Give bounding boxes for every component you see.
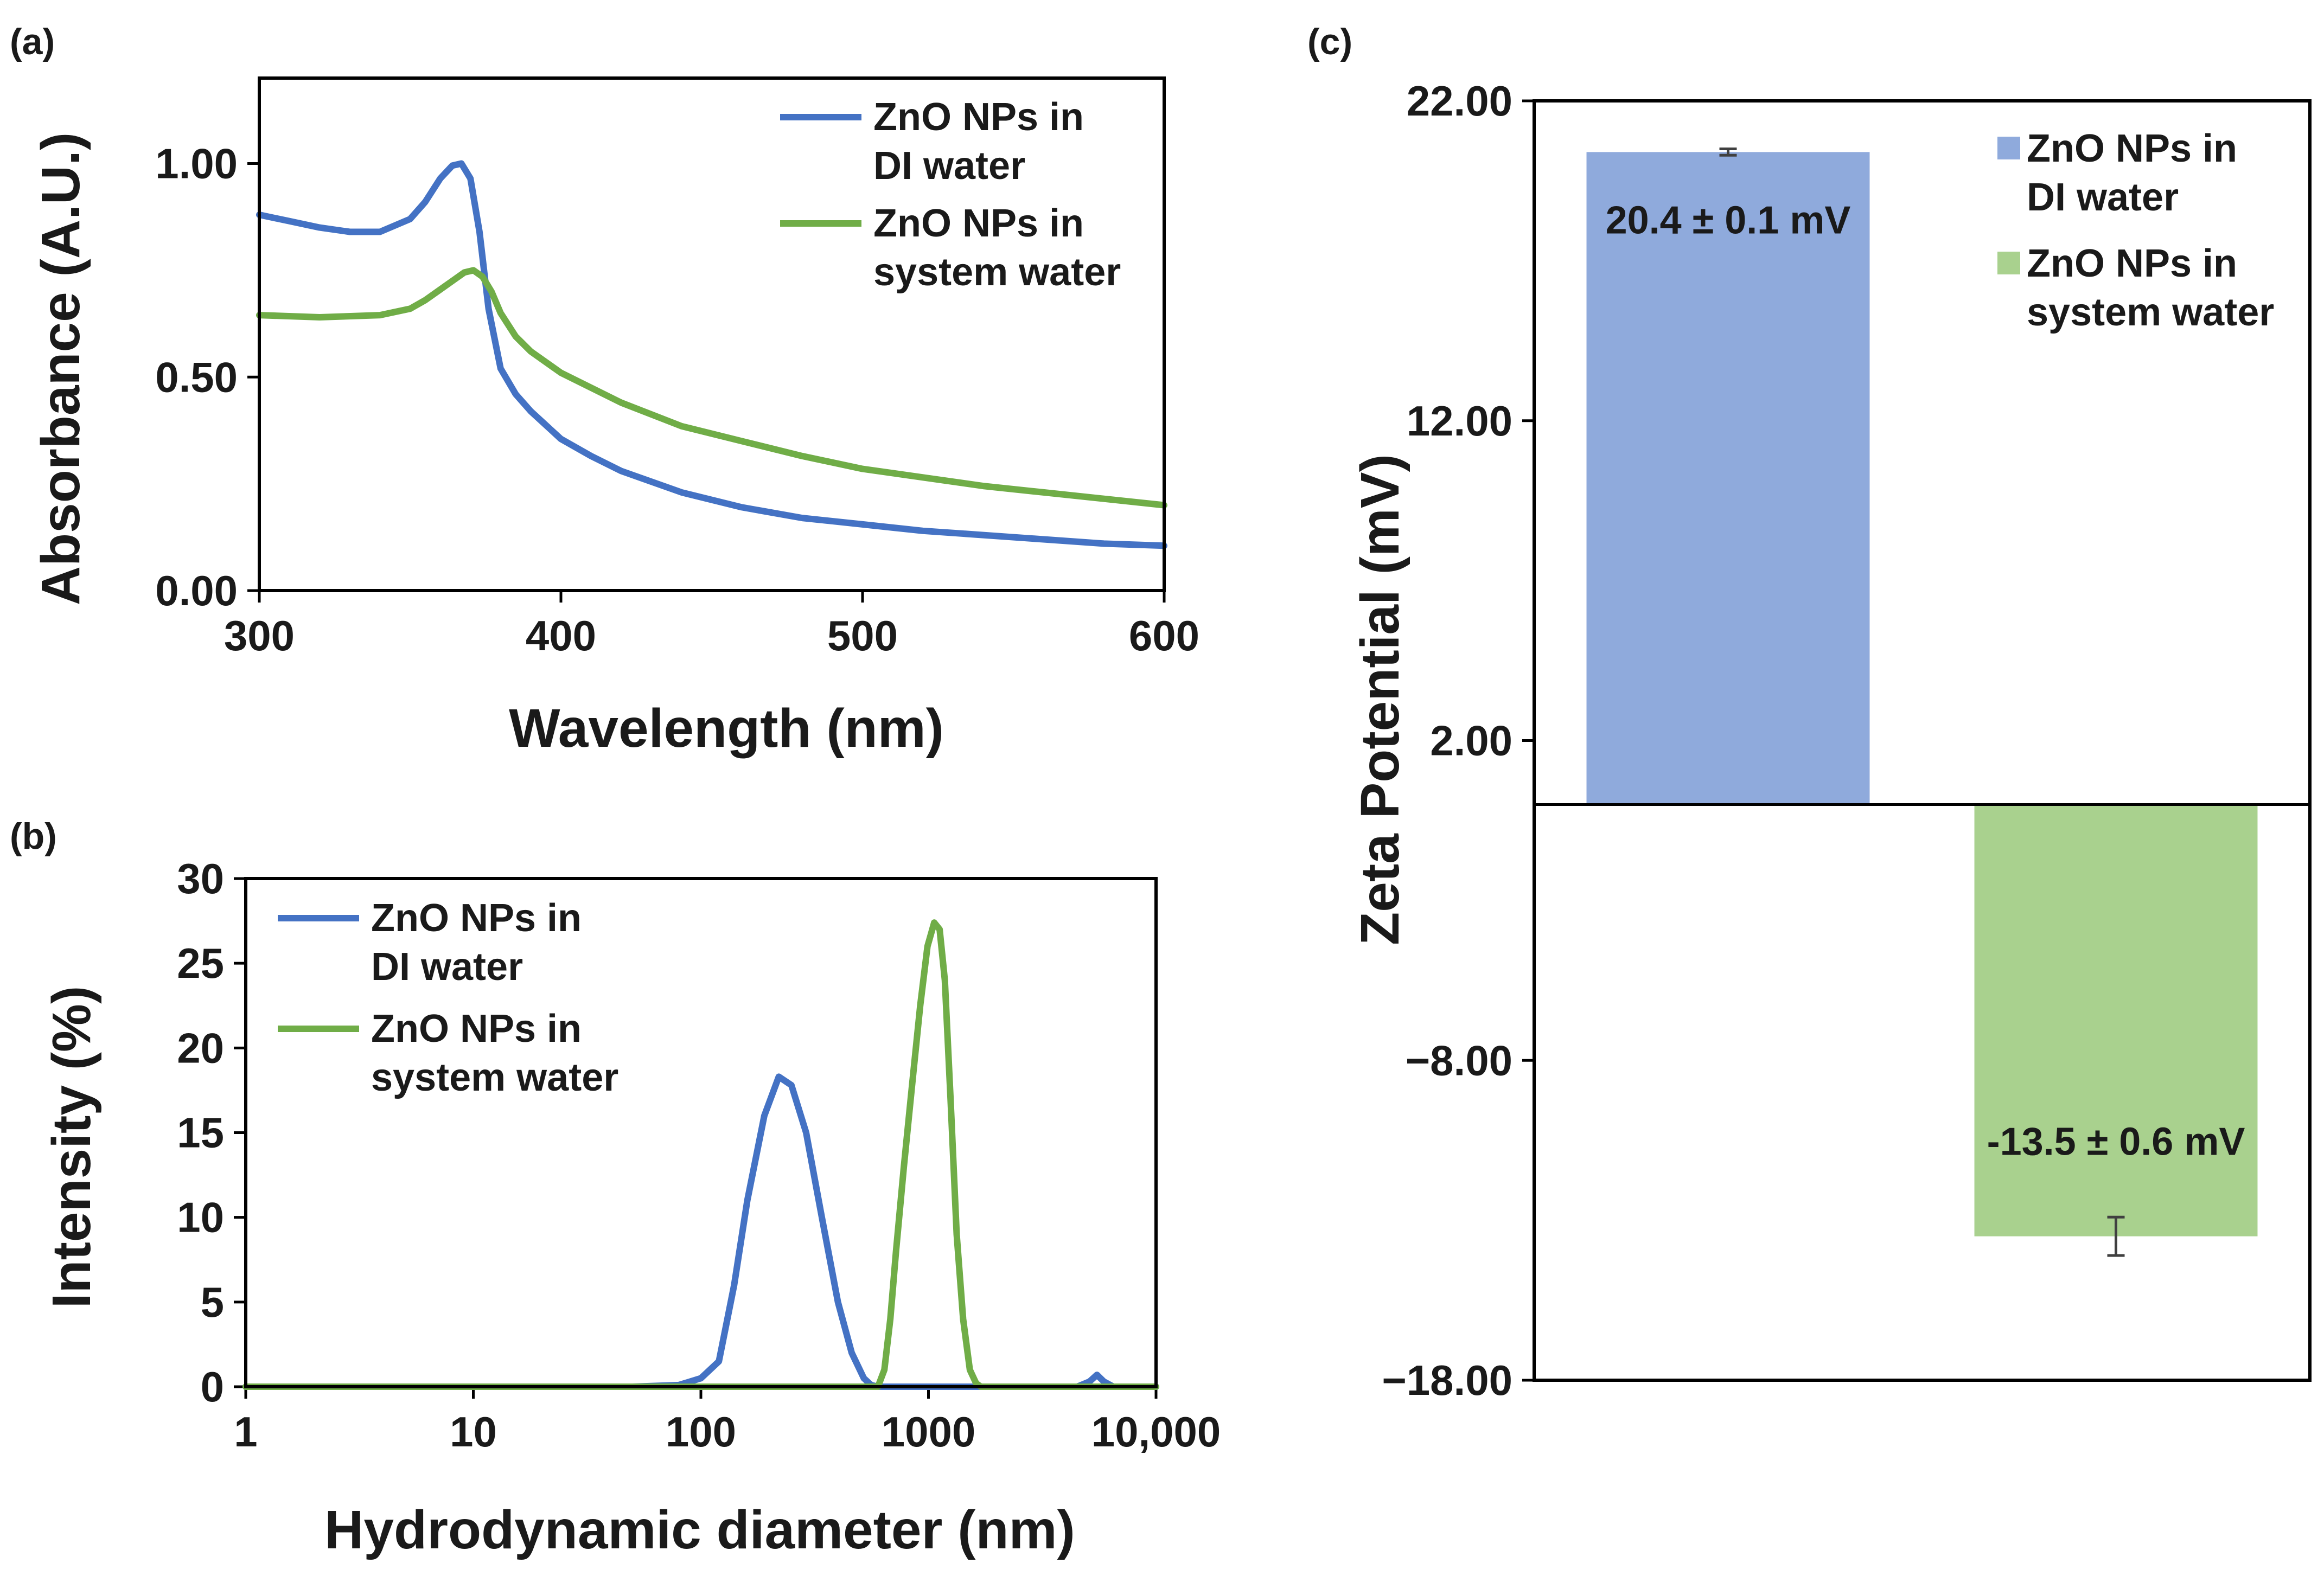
panel-a-x-tick-label: 300 — [224, 612, 295, 659]
panel-b-label: (b) — [10, 816, 57, 857]
panel-a-legend-di-line2: DI water — [873, 144, 1025, 188]
panel-b-x-axis-title: Hydrodynamic diameter (nm) — [324, 1500, 1075, 1560]
panel-c-y-tick-label: 12.00 — [1407, 397, 1512, 445]
panel-b-intensity-chart: (b) 0 5 10 15 20 25 30 1 10 100 1000 10,000 Hydrod… — [10, 816, 1221, 1560]
panel-c-y-tick-label: −8.00 — [1406, 1036, 1512, 1084]
panel-a-x-axis-title: Wavelength (nm) — [509, 698, 944, 759]
panel-b-series-system-water-line — [242, 919, 1159, 1390]
panel-b-legend-di-line1: ZnO NPs in — [371, 896, 582, 940]
panel-a-legend: ZnO NPs in DI water ZnO NPs in system wa… — [780, 95, 1121, 294]
panel-b-plot-frame — [244, 877, 1158, 1388]
panel-a-x-tick-label: 500 — [827, 612, 898, 659]
panel-a-x-tick-label: 600 — [1129, 612, 1199, 659]
panel-c-error-bar-di-water — [1719, 147, 1737, 157]
panel-b-series — [242, 919, 1159, 1390]
panel-c-y-tick-label: 2.00 — [1430, 717, 1512, 765]
panel-c-legend-sys-line1: ZnO NPs in — [2027, 242, 2237, 285]
panel-a-series — [256, 160, 1167, 549]
panel-a-x-tick-label: 400 — [526, 612, 596, 659]
panel-a-legend-sys-line2: system water — [873, 251, 1121, 294]
panel-b-y-tick-label: 25 — [177, 939, 224, 987]
panel-b-y-axis-title: Intensity (%) — [41, 986, 102, 1308]
panel-c-bar-system-water — [1974, 804, 2258, 1237]
panel-a-plot-frame — [258, 76, 1166, 592]
panel-b-y-axis: 0 5 10 15 20 25 30 — [177, 855, 246, 1411]
panel-a-y-tick-label: 0.00 — [155, 567, 238, 614]
panel-c-error-bar-system-water — [2107, 1215, 2125, 1257]
panel-a-series-system-water-line — [256, 267, 1167, 509]
panel-a-legend-di-line1: ZnO NPs in — [873, 95, 1084, 139]
panel-c-y-axis-title: Zeta Potential (mV) — [1350, 454, 1410, 945]
panel-a-y-tick-label: 0.50 — [155, 353, 238, 401]
panel-c-legend-swatch-system-water — [1997, 252, 2020, 274]
panel-b-x-tick-label: 1 — [234, 1408, 257, 1456]
panel-b-x-tick-label: 1000 — [882, 1408, 976, 1456]
panel-c-bar-di-water — [1586, 152, 1870, 805]
panel-c-zeta-chart: (c) −18.00 −8.00 2.00 12.00 22.00 20.4 ± 0.1… — [1307, 21, 2312, 1404]
panel-c-legend: ZnO NPs in DI water ZnO NPs in system wa… — [1997, 127, 2274, 334]
panel-b-x-tick-label: 10,000 — [1091, 1408, 1221, 1456]
panel-c-legend-sys-line2: system water — [2027, 291, 2274, 334]
panel-a-series-di-water-line — [256, 160, 1167, 549]
panel-c-y-tick-label: −18.00 — [1382, 1356, 1512, 1404]
panel-c-label: (c) — [1307, 21, 1352, 62]
panel-c-legend-di-line1: ZnO NPs in — [2027, 127, 2237, 170]
panel-a-y-axis-title: Absorbance (A.U.) — [30, 132, 91, 605]
panel-b-y-tick-label: 0 — [201, 1363, 224, 1411]
panel-c-plot-frame — [1533, 99, 2312, 1382]
panel-c-bars: 20.4 ± 0.1 mV -13.5 ± 0.6 mV — [1586, 147, 2258, 1257]
panel-b-y-tick-label: 15 — [177, 1109, 224, 1157]
panel-a-label: (a) — [10, 21, 55, 62]
panel-c-data-label-system-water: -13.5 ± 0.6 mV — [1987, 1120, 2245, 1164]
panel-c-data-label-di-water: 20.4 ± 0.1 mV — [1606, 198, 1851, 242]
panel-b-x-tick-label: 10 — [450, 1408, 497, 1456]
panel-a-y-axis: 0.00 0.50 1.00 — [155, 140, 259, 614]
panel-b-y-tick-label: 10 — [177, 1194, 224, 1241]
panel-b-x-axis: 1 10 100 1000 10,000 — [234, 1387, 1221, 1456]
panel-b-series-di-water-line — [242, 1073, 1159, 1390]
panel-a-legend-sys-line1: ZnO NPs in — [873, 202, 1084, 245]
panel-a-absorbance-chart: (a) 0.00 0.50 1.00 300 400 500 600 Wavelength… — [10, 21, 1199, 759]
panel-b-legend-sys-line2: system water — [371, 1056, 618, 1099]
panel-b-y-tick-label: 20 — [177, 1024, 224, 1072]
panel-b-y-tick-label: 30 — [177, 855, 224, 902]
panel-c-legend-swatch-di-water — [1997, 137, 2020, 159]
panel-b-legend-sys-line1: ZnO NPs in — [371, 1007, 582, 1050]
panel-b-x-tick-label: 100 — [666, 1408, 736, 1456]
panel-b-y-tick-label: 5 — [201, 1278, 224, 1326]
panel-c-legend-di-line2: DI water — [2027, 176, 2179, 219]
panel-b-legend: ZnO NPs in DI water ZnO NPs in system wa… — [278, 896, 618, 1099]
panel-c-y-tick-label: 22.00 — [1407, 77, 1512, 125]
panel-a-y-tick-label: 1.00 — [155, 140, 238, 188]
panel-b-legend-di-line2: DI water — [371, 945, 523, 989]
panel-c-y-axis: −18.00 −8.00 2.00 12.00 22.00 — [1382, 77, 1534, 1404]
panel-a-x-axis: 300 400 500 600 — [224, 591, 1199, 659]
